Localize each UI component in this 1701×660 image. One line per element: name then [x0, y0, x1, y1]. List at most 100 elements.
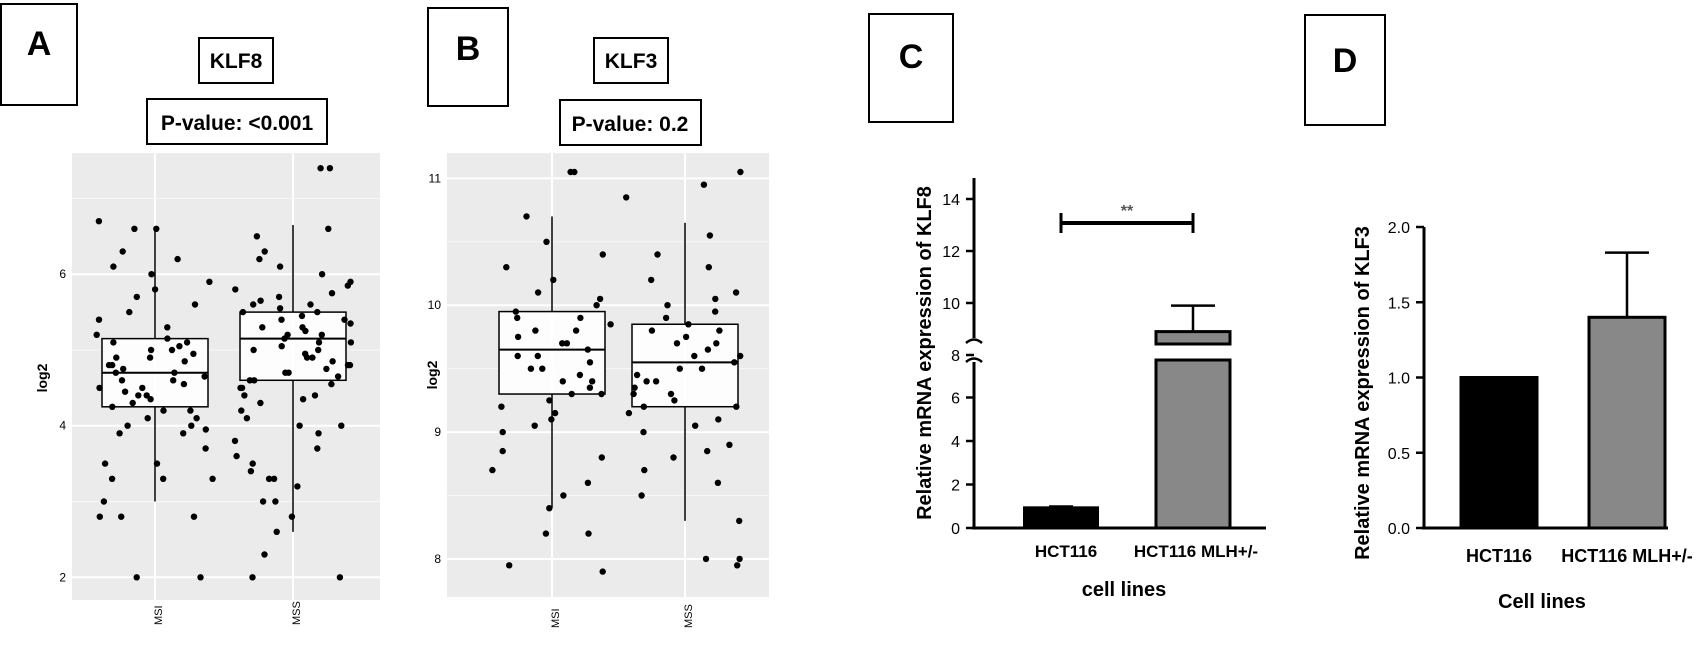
panel-a-ylabel: log2	[34, 363, 50, 392]
panel-a-points	[93, 165, 355, 581]
data-point	[523, 213, 530, 220]
data-point	[716, 327, 723, 334]
panel-d: D Relative mRNA expression of KLF3 0.0 0…	[1304, 14, 1693, 613]
panel-a-ytick-label: 6	[59, 267, 66, 281]
data-point	[640, 403, 647, 410]
data-point	[108, 475, 116, 482]
panel-d-ticks	[1416, 225, 1424, 530]
data-point	[623, 194, 630, 201]
panel-b-points	[489, 168, 744, 575]
data-point	[190, 513, 198, 520]
data-point	[148, 271, 155, 278]
data-point	[299, 324, 306, 331]
data-point	[288, 513, 296, 520]
data-point	[539, 365, 546, 372]
data-point	[273, 528, 280, 535]
data-point	[180, 430, 187, 437]
panel-d-ytick-label: 1.5	[1388, 295, 1410, 312]
panel-a-pvalue: P-value: <0.001	[161, 112, 314, 135]
data-point	[563, 340, 571, 347]
panel-c-ytick-label: 10	[942, 296, 960, 313]
data-point	[641, 466, 648, 474]
data-point	[118, 513, 125, 520]
data-point	[239, 308, 247, 316]
data-point	[147, 346, 155, 354]
data-point	[498, 403, 505, 410]
data-point	[506, 562, 513, 569]
panel-a-ytick-label: 2	[59, 570, 66, 584]
panel-c-ytick-label: 12	[942, 244, 960, 261]
panel-d-xtick-label: HCT116 MLH+/-	[1561, 546, 1693, 566]
data-point	[638, 492, 645, 499]
data-point	[338, 422, 345, 429]
data-point	[190, 350, 197, 357]
data-point	[598, 454, 605, 461]
data-point	[188, 422, 195, 429]
panel-b-title: KLF3	[605, 50, 658, 73]
data-point	[347, 320, 354, 327]
data-point	[241, 392, 248, 399]
data-point	[118, 377, 126, 384]
data-point	[278, 343, 285, 350]
data-point	[584, 479, 592, 486]
panel-c-letter-box	[868, 13, 954, 123]
data-point	[309, 354, 316, 361]
data-point	[256, 255, 263, 263]
panel-b-ytick-label: 8	[434, 552, 441, 566]
panel-b-ytick-label: 9	[434, 425, 441, 439]
data-point	[144, 415, 151, 422]
panel-a: A KLF8 P-value: <0.001 log2 2 4 6 MSI MS…	[0, 3, 380, 625]
data-point	[238, 407, 245, 414]
panel-c-ytick-label: 6	[951, 391, 960, 408]
data-point	[714, 479, 722, 486]
panel-a-letter-box	[0, 3, 78, 106]
panel-c-axis-break-mark	[965, 338, 983, 344]
data-point	[187, 407, 194, 414]
panel-a-letter: A	[27, 25, 52, 63]
data-point	[726, 441, 733, 448]
data-point	[121, 388, 129, 395]
data-point	[691, 352, 698, 360]
data-point	[285, 369, 292, 376]
data-point	[139, 384, 146, 392]
data-point	[96, 513, 104, 520]
data-point	[259, 498, 267, 505]
panel-d-bars	[1459, 251, 1667, 530]
bar	[1587, 315, 1667, 530]
data-point	[265, 475, 273, 482]
panel-a-xtick-label: MSS	[291, 601, 303, 625]
data-point	[589, 378, 596, 385]
data-point	[294, 483, 301, 490]
panel-c-significance-label: **	[1121, 203, 1134, 220]
data-point	[197, 574, 204, 581]
bar-lower-segment	[1154, 358, 1232, 530]
data-point	[143, 392, 150, 399]
panel-d-ytick-label: 2.0	[1388, 220, 1410, 237]
data-point	[713, 340, 720, 347]
data-point	[654, 251, 661, 258]
data-point	[347, 339, 355, 346]
data-point	[164, 335, 171, 342]
data-point	[607, 321, 614, 328]
panel-b-title-box	[593, 37, 669, 84]
panel-d-ytick-label: 0.5	[1388, 446, 1410, 463]
data-point	[284, 331, 291, 338]
data-point	[315, 346, 322, 354]
data-point	[110, 263, 117, 270]
data-point	[311, 392, 319, 399]
data-point	[633, 371, 641, 379]
data-point	[664, 302, 671, 309]
data-point	[712, 308, 719, 315]
data-point	[732, 289, 740, 296]
panel-b-xtick-label: MSS	[683, 604, 695, 628]
data-point	[593, 302, 600, 309]
data-point	[700, 181, 708, 188]
data-point	[174, 255, 181, 263]
panel-c-ytick-label: 14	[942, 192, 960, 209]
panel-b-xtick-label: MSI	[550, 608, 562, 628]
data-point	[527, 365, 535, 372]
data-point	[514, 314, 521, 322]
data-point	[652, 378, 660, 385]
data-point	[577, 314, 584, 322]
